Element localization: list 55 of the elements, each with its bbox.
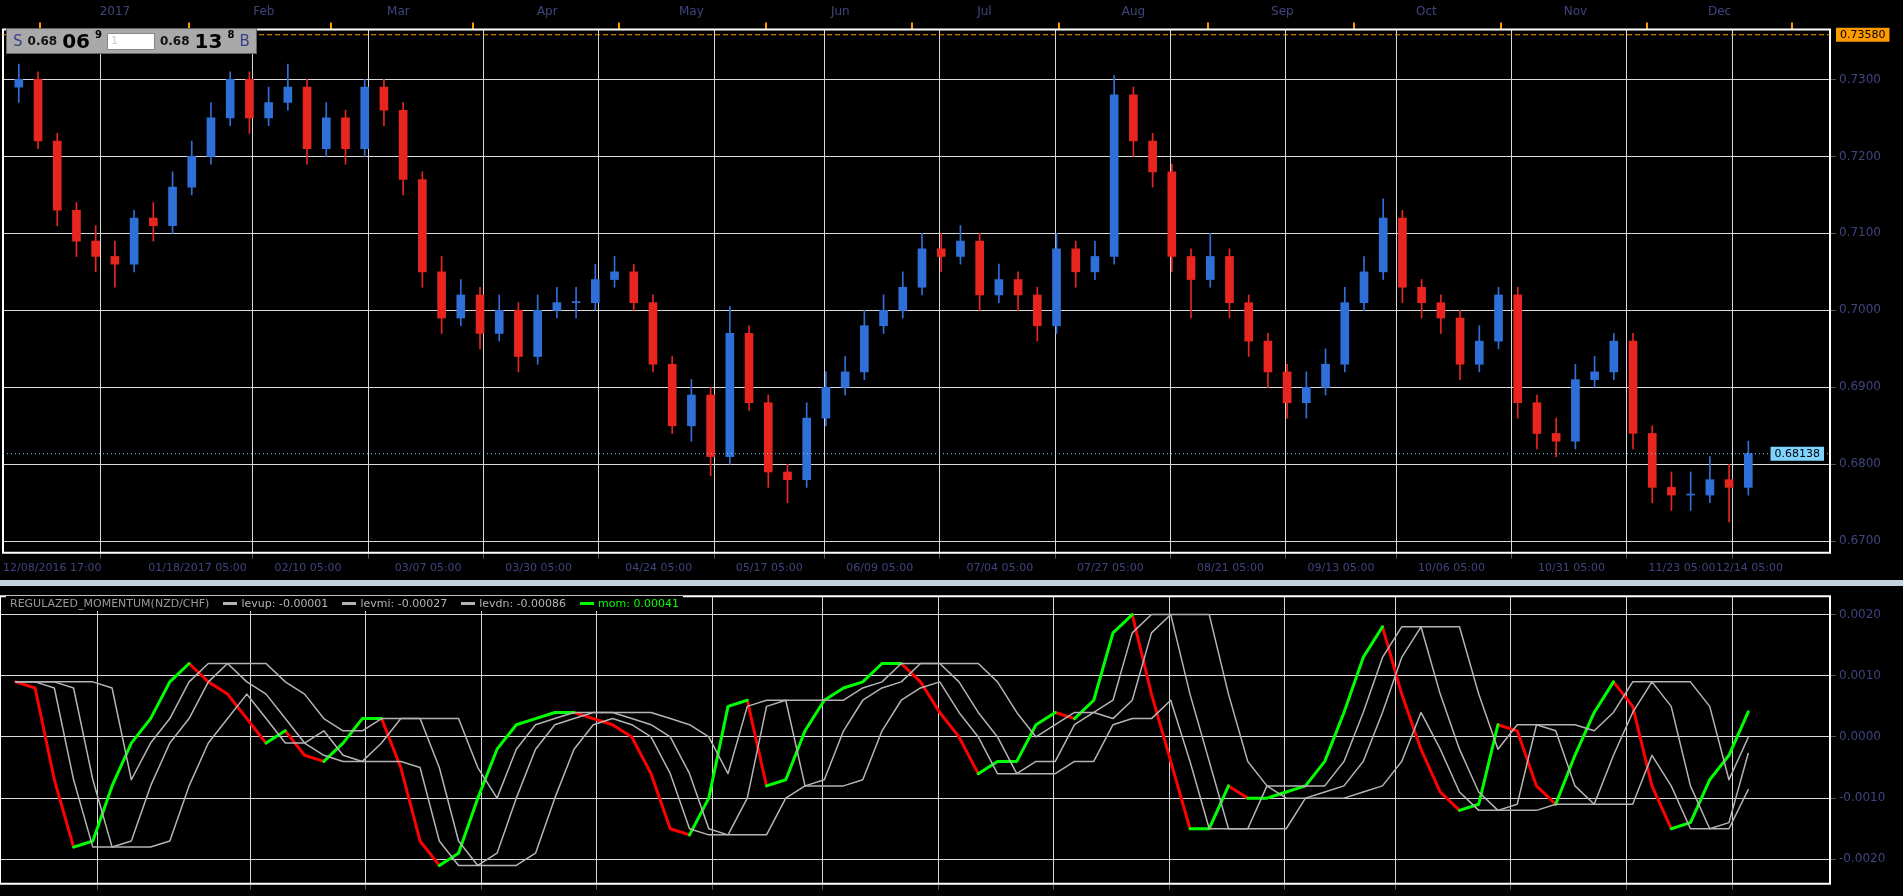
x2-tick-label: Aug bbox=[1121, 4, 1146, 19]
legend-label: levdn: -0.00086 bbox=[479, 597, 567, 610]
y-tick-label: 0.6900 bbox=[1839, 379, 1881, 394]
y-tick-label: 0.0020 bbox=[1839, 606, 1881, 621]
legend-label: mom: 0.00041 bbox=[598, 597, 679, 610]
x-tick-label: 07/27 05:00 bbox=[1076, 561, 1144, 575]
x-tick-label: 09/13 05:00 bbox=[1307, 561, 1375, 575]
x2-tick-label: 2017 bbox=[99, 4, 131, 19]
y-tick-label: 0.7200 bbox=[1839, 148, 1881, 163]
x2-tick-label: Dec bbox=[1707, 4, 1732, 19]
x-tick-label: 10/31 05:00 bbox=[1538, 561, 1606, 575]
x-tick-label: 12/14 05:00 bbox=[1716, 561, 1783, 575]
x-tick-label: 07/04 05:00 bbox=[966, 561, 1034, 575]
annotation: S bbox=[13, 32, 23, 50]
annotation: 13 bbox=[194, 29, 223, 53]
annotation: 9 bbox=[94, 29, 102, 40]
y-tick-label: 0.6700 bbox=[1839, 533, 1881, 548]
x2-tick-label: Jul bbox=[976, 4, 992, 19]
x-tick-label: 05/17 05:00 bbox=[735, 561, 803, 575]
ref-line-label: 0.68138 bbox=[1774, 446, 1821, 460]
x2-tick-label: Jun bbox=[829, 4, 850, 19]
y-tick-label: 0.0000 bbox=[1839, 729, 1881, 744]
ref-line-label: 0.73580 bbox=[1840, 27, 1886, 41]
annotation: 0.68 bbox=[27, 34, 58, 48]
y-tick-label: 0.7300 bbox=[1839, 71, 1881, 86]
annotation: B bbox=[239, 32, 250, 50]
x2-tick-label: Mar bbox=[387, 4, 410, 19]
x-tick-label: 06/09 05:00 bbox=[846, 561, 914, 575]
x2-tick-label: Oct bbox=[1416, 4, 1438, 19]
x2-tick-label: May bbox=[679, 4, 704, 19]
x-tick-label: 08/21 05:00 bbox=[1197, 561, 1264, 575]
y-tick-label: -0.0020 bbox=[1839, 851, 1886, 866]
annotation: 8 bbox=[227, 29, 235, 40]
annotation: 0.68 bbox=[159, 34, 190, 48]
x-tick-label: 01/18/2017 05:00 bbox=[148, 561, 247, 575]
x-tick-label: 10/06 05:00 bbox=[1418, 561, 1485, 575]
x-tick-label: 12/08/2016 17:00 bbox=[3, 561, 102, 575]
x2-tick-label: Nov bbox=[1563, 4, 1588, 19]
x-tick-label: 03/07 05:00 bbox=[394, 561, 462, 575]
x2-tick-label: Sep bbox=[1271, 4, 1294, 19]
x2-tick-label: Feb bbox=[253, 4, 275, 19]
legend-label: levmi: -0.00027 bbox=[360, 597, 448, 610]
x-tick-label: 03/30 05:00 bbox=[505, 561, 573, 575]
y-tick-label: -0.0010 bbox=[1839, 790, 1886, 805]
x2-tick-label: Apr bbox=[536, 4, 558, 19]
y-tick-label: 0.6800 bbox=[1839, 456, 1881, 471]
x-tick-label: 04/24 05:00 bbox=[625, 561, 693, 575]
legend-label: levup: -0.00001 bbox=[241, 597, 329, 610]
y-tick-label: 0.0010 bbox=[1839, 667, 1881, 682]
annotation: 06 bbox=[62, 29, 90, 53]
x-tick-label: 02/10 05:00 bbox=[274, 561, 342, 575]
x-tick-label: 11/23 05:00 bbox=[1648, 561, 1716, 575]
y-tick-label: 0.7000 bbox=[1839, 302, 1881, 317]
y-tick-label: 0.7100 bbox=[1839, 225, 1881, 240]
chart-title: REGULAZED_MOMENTUM(NZD/CHF) bbox=[10, 597, 210, 610]
